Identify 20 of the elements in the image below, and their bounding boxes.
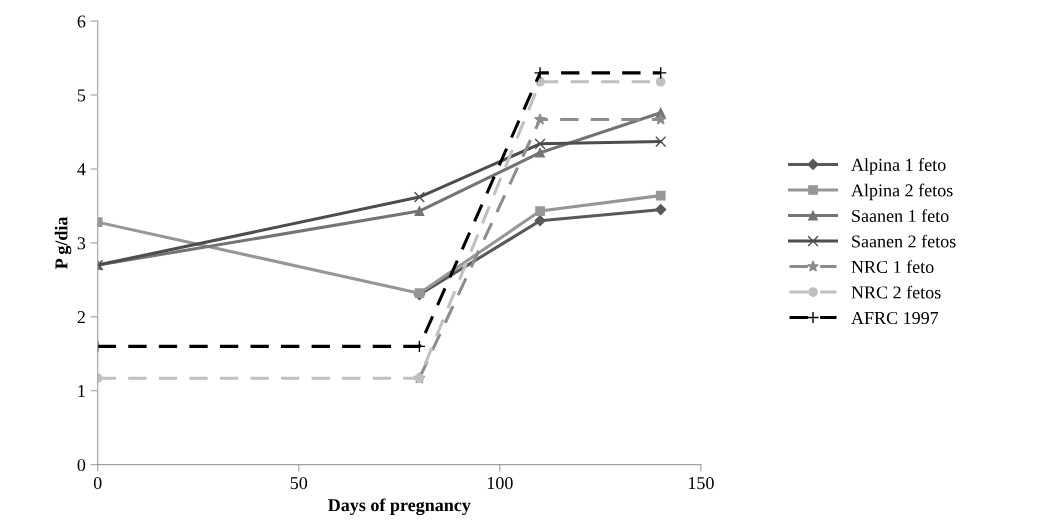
legend-label: NRC 1 feto — [851, 260, 934, 274]
y-tick-label: 2 — [77, 311, 85, 324]
legend-label: Alpina 1 feto — [851, 158, 946, 175]
x-tick-label: 0 — [93, 476, 102, 490]
legend-label: Saanen 2 fetos — [852, 234, 956, 248]
legend-label: NRC 2 fetos — [851, 285, 941, 299]
x-tick-label: 150 — [688, 476, 714, 490]
y-axis-title: P g/dia — [54, 216, 72, 269]
y-tick-label: 6 — [77, 15, 86, 28]
y-tick-label: 5 — [77, 89, 86, 102]
y-tick-label: 3 — [77, 237, 86, 250]
x-axis-title: Days of pregnancy — [328, 498, 471, 516]
legend-label: Saanen 1 feto — [852, 209, 949, 223]
y-tick-label: 1 — [78, 385, 85, 397]
y-tick-label: 0 — [77, 458, 86, 472]
x-tick-label: 50 — [290, 476, 308, 490]
y-tick-label: 4 — [77, 163, 86, 176]
legend-label: AFRC 1997 — [851, 311, 939, 325]
legend-label: Alpina 2 fetos — [851, 183, 953, 201]
x-tick-label: 100 — [487, 476, 513, 490]
